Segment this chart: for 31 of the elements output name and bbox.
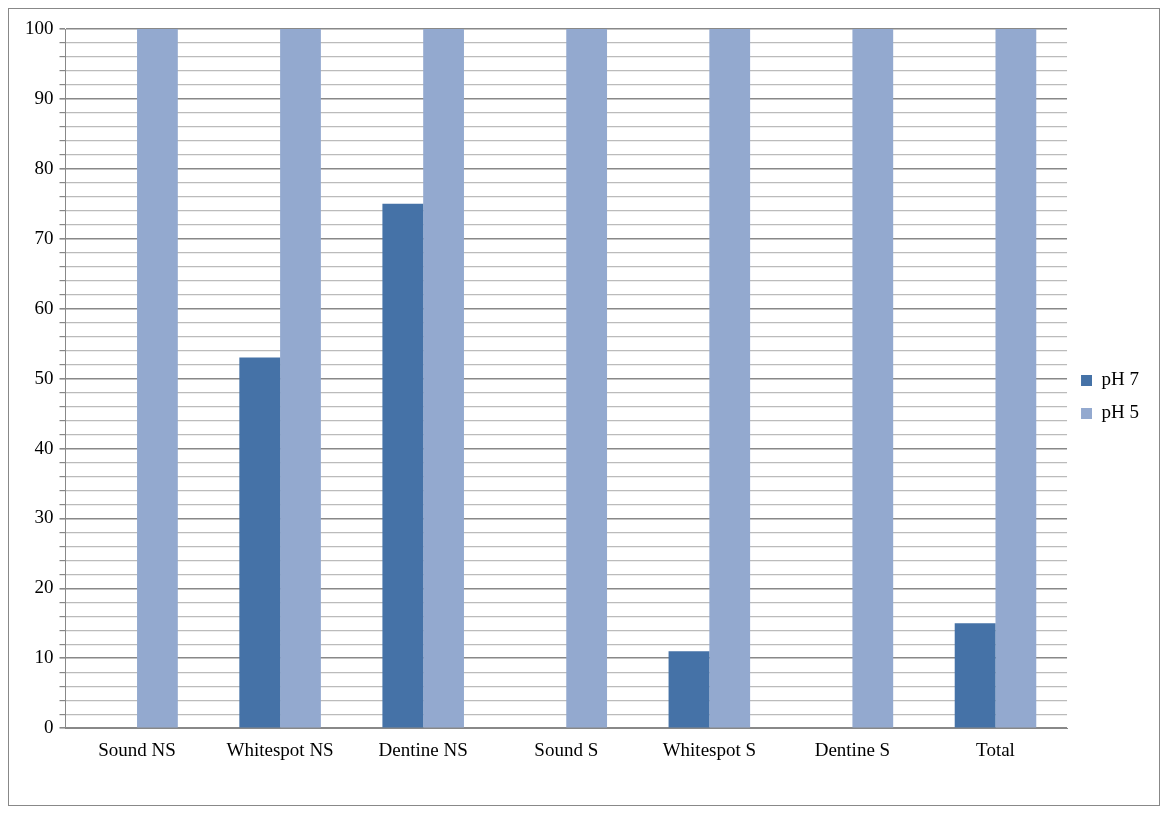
x-tick-label: Dentine NS bbox=[378, 738, 468, 760]
y-tick-label: 80 bbox=[34, 156, 54, 178]
y-tick-label: 0 bbox=[44, 716, 54, 738]
y-tick-label: 70 bbox=[34, 226, 54, 248]
bar bbox=[566, 29, 608, 728]
bar bbox=[668, 651, 710, 728]
bar bbox=[280, 29, 321, 728]
y-tick-label: 30 bbox=[34, 506, 54, 528]
y-tick-label: 40 bbox=[34, 436, 54, 458]
y-tick-label: 50 bbox=[34, 366, 54, 388]
bar bbox=[137, 29, 178, 728]
bar bbox=[852, 29, 894, 728]
y-tick-label: 100 bbox=[25, 16, 54, 38]
legend-label: pH 7 bbox=[1101, 368, 1140, 390]
x-tick-label: Whitespot S bbox=[662, 738, 757, 760]
y-tick-label: 90 bbox=[34, 86, 54, 108]
bar bbox=[995, 29, 1037, 728]
y-tick-label: 20 bbox=[34, 576, 54, 598]
bar bbox=[423, 29, 464, 728]
bar bbox=[954, 623, 996, 728]
x-tick-label: Dentine S bbox=[814, 738, 891, 760]
bar bbox=[709, 29, 751, 728]
x-tick-label: Sound NS bbox=[98, 738, 176, 760]
bar bbox=[382, 203, 424, 728]
bar bbox=[239, 357, 281, 728]
legend-label: pH 5 bbox=[1101, 401, 1140, 423]
y-tick-label: 60 bbox=[34, 296, 54, 318]
y-tick-label: 10 bbox=[34, 646, 54, 668]
x-tick-label: Whitespot NS bbox=[226, 738, 334, 760]
x-tick-label: Total bbox=[976, 738, 1015, 760]
x-tick-label: Sound S bbox=[534, 738, 599, 760]
